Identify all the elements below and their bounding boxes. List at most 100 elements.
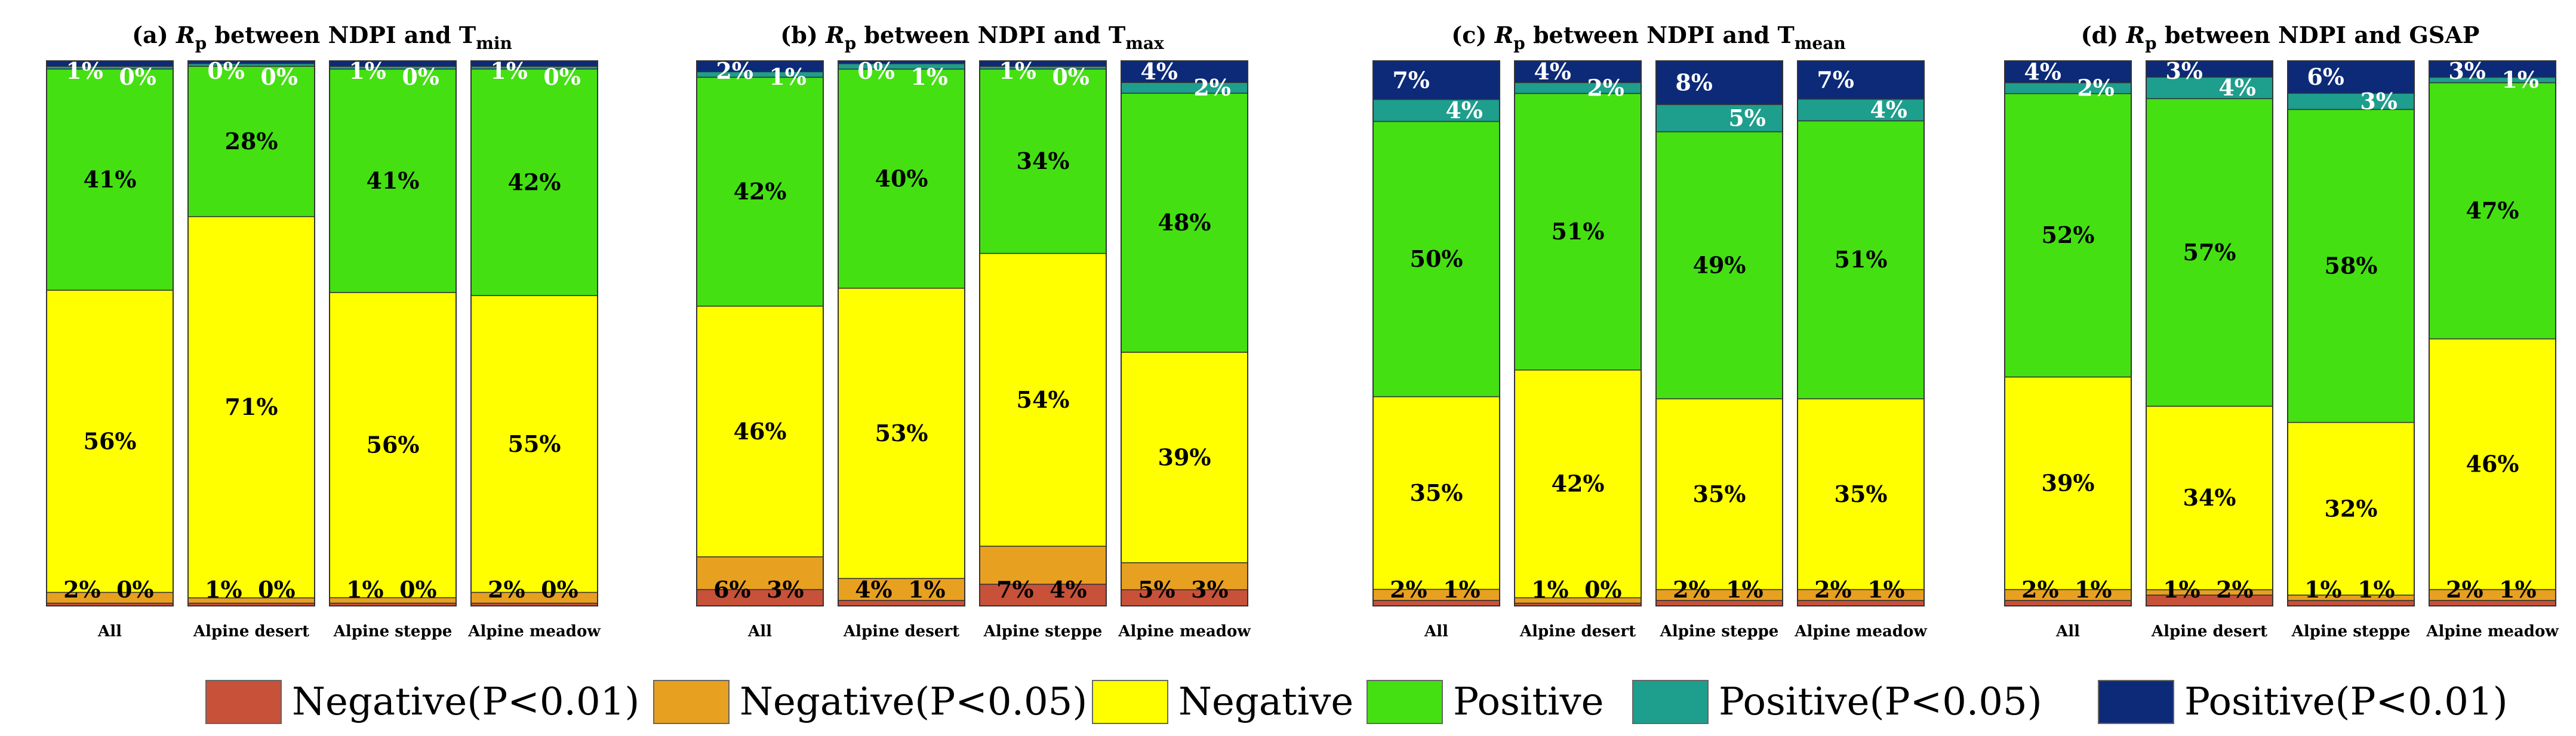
legend-item-pos001: Positive(P<0.01): [2098, 680, 2508, 724]
bar-segment-pos: [1372, 121, 1500, 398]
data-label: 54%: [1017, 386, 1070, 413]
tick-label: All: [97, 623, 122, 640]
data-label: 34%: [2183, 484, 2236, 511]
data-label: 1%: [205, 576, 242, 603]
data-label: 1%: [2501, 66, 2539, 93]
bar-segment-neg: [838, 288, 965, 579]
data-label: 2%: [2021, 576, 2059, 603]
tick-label: Alpine desert: [843, 623, 959, 640]
data-label: 3%: [767, 576, 804, 603]
bar-segment-neg: [696, 306, 824, 558]
data-label: 34%: [1017, 147, 1070, 174]
chart-title: (c) Rp between NDPI and Tmean: [1451, 21, 1846, 53]
tick-label: Alpine meadow: [1794, 623, 1927, 640]
bar-segment-pos: [696, 76, 824, 307]
bar-stack-1: 2% 1% 35% 50% 7% 4%: [1372, 60, 1500, 606]
data-label: 3%: [1191, 576, 1229, 603]
data-label: 40%: [875, 165, 928, 192]
data-label: 6%: [2307, 63, 2344, 90]
bar-stack-4: 2% 1% 35% 51% 7% 4%: [1797, 60, 1925, 606]
bar-stack-1: 6% 3% 46% 42% 2% 1%: [696, 57, 824, 606]
bar-segment-pos005: [1797, 98, 1925, 122]
bar-stack-4: 5% 3% 39% 48% 4% 2%: [1121, 58, 1248, 606]
data-label: 56%: [84, 427, 137, 454]
bar-segment-pos001: [2287, 60, 2415, 94]
legend-item-pos: Positive: [1367, 680, 1604, 724]
data-label: 4%: [1050, 576, 1087, 603]
legend-label: Negative(P<0.01): [292, 680, 639, 724]
legend-item-pos005: Positive(P<0.05): [1632, 680, 2042, 724]
bar-segment-neg: [2429, 338, 2556, 590]
data-label: 46%: [2466, 451, 2519, 478]
bar-segment-pos001: [2429, 60, 2556, 78]
bar-segment-neg: [46, 290, 174, 593]
bar-outline: [1372, 60, 1500, 606]
data-label: 5%: [1138, 576, 1175, 603]
bar-segment-neg: [1797, 398, 1925, 590]
data-label: 2%: [488, 576, 525, 603]
legend-item-neg005: Negative(P<0.05): [653, 680, 1087, 724]
data-label: 2%: [1390, 576, 1427, 603]
legend-label: Positive: [1453, 680, 1604, 724]
data-label: 1%: [346, 576, 384, 603]
data-label: 1%: [908, 576, 946, 603]
data-label: 1%: [2304, 576, 2342, 603]
data-label: 51%: [1835, 246, 1888, 273]
bar-segment-pos001: [1372, 60, 1500, 100]
chart-panel-2: (b) Rp between NDPI and Tmax 6% 3% 46% 42% 2%…: [696, 21, 1251, 640]
data-label: 1%: [2163, 576, 2200, 603]
bar-segment-pos: [329, 68, 457, 293]
data-label: 0%: [399, 576, 437, 603]
tick-label: Alpine desert: [2151, 623, 2267, 640]
data-label: 1%: [769, 63, 807, 90]
data-label: 55%: [508, 430, 561, 457]
tick-label: Alpine steppe: [2291, 623, 2411, 640]
bar-segment-pos001: [1514, 60, 1642, 84]
bar-segment-neg: [2287, 421, 2415, 596]
legend: Negative(P<0.01) Negative(P<0.05) Negative…: [205, 680, 2508, 724]
legend-item-neg: Negative: [1092, 680, 1353, 724]
bar-outline: [470, 60, 598, 606]
data-label: 4%: [1870, 96, 1907, 123]
tick-label: Alpine steppe: [333, 623, 453, 640]
chart-panel-4: (d) Rp between NDPI and GSAP 2% 1% 39% 52% 4%…: [2004, 21, 2559, 640]
data-label: 46%: [734, 418, 787, 445]
bar-stack-4: 2% 1% 46% 47% 3% 1%: [2429, 57, 2556, 606]
bar-outline: [1655, 60, 1783, 606]
data-label: 2%: [2216, 576, 2254, 603]
bar-outline: [2429, 60, 2556, 606]
bar-outline: [329, 60, 457, 606]
data-label: 41%: [367, 167, 420, 194]
data-label: 5%: [1728, 104, 1766, 131]
data-label: 48%: [1158, 209, 1211, 236]
data-label: 71%: [225, 393, 278, 420]
data-label: 7%: [1392, 66, 1430, 93]
bar-outline: [1514, 60, 1642, 606]
legend-label: Positive(P<0.05): [1719, 680, 2042, 724]
bar-stack-4: 2% 0% 55% 42% 1% 0%: [470, 57, 598, 606]
bar-segment-pos: [2287, 109, 2415, 423]
bar-outline: [979, 60, 1107, 606]
bar-stack-3: 1% 0% 56% 41% 1% 0%: [329, 57, 457, 606]
bar-outline: [2146, 60, 2273, 606]
tick-label: All: [2055, 623, 2080, 640]
bar-outline: [187, 60, 315, 606]
chart-title: (b) Rp between NDPI and Tmax: [780, 21, 1164, 53]
bar-outline: [2004, 60, 2132, 606]
data-label: 47%: [2466, 197, 2519, 224]
data-label: 8%: [1675, 69, 1713, 96]
data-label: 2%: [2077, 75, 2115, 101]
bar-segment-pos: [2146, 98, 2273, 407]
bar-segment-pos: [1655, 131, 1783, 399]
bar-stack-2: 1% 2% 34% 57% 3% 4%: [2146, 57, 2273, 606]
data-label: 6%: [713, 576, 751, 603]
data-label: 2%: [1814, 576, 1852, 603]
data-label: 51%: [1552, 218, 1605, 245]
tick-label: Alpine meadow: [2426, 623, 2559, 640]
data-label: 56%: [367, 432, 420, 458]
bar-segment-neg: [329, 292, 457, 599]
data-label: 1%: [2075, 576, 2112, 603]
bar-outline: [1797, 60, 1925, 606]
